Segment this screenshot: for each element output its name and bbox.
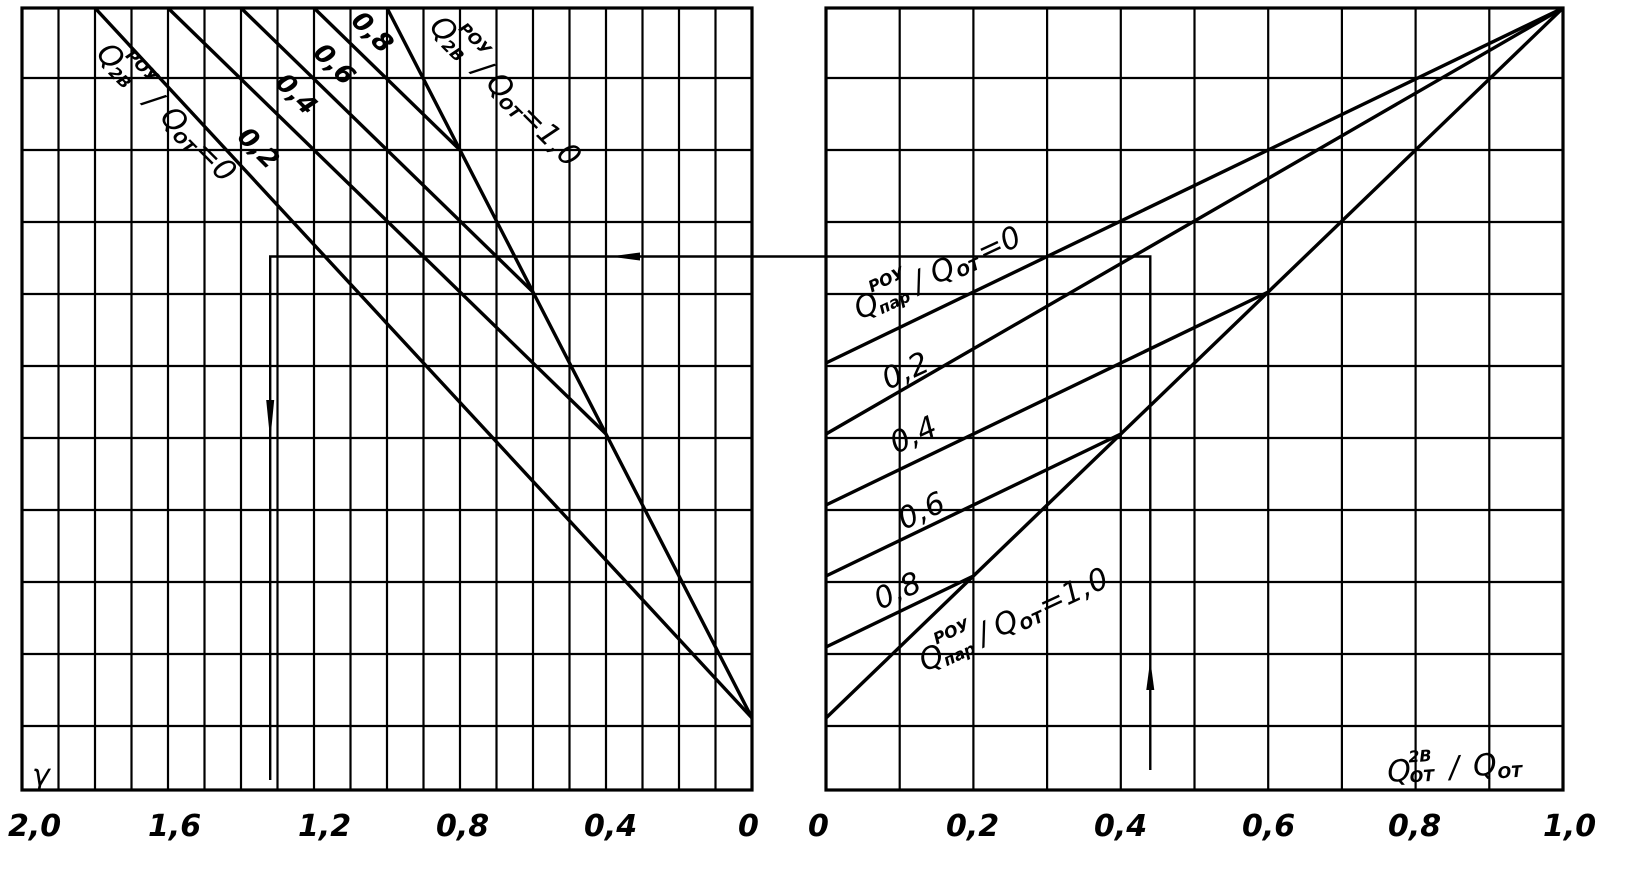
gamma-axis-label: γ	[32, 758, 52, 793]
right-tick-label: 0,6	[1242, 809, 1295, 844]
right-tick-label: 0,2	[946, 809, 999, 844]
left-series-line	[312, 6, 462, 152]
right-series-line	[825, 6, 1564, 365]
right-label-08: 0,8	[869, 565, 927, 617]
x-label-q-sup: 2В	[1408, 746, 1433, 767]
right-series-line	[825, 290, 1269, 507]
right-tick-label: 0,4	[1094, 809, 1147, 844]
left-tick-label: 0	[738, 809, 759, 844]
left-tick-label: 2,0	[8, 809, 61, 844]
left-x-tick-labels: 2,0 1,6 1,2 0,8 0,4 0	[8, 809, 759, 844]
right-label-02: 0,2	[877, 345, 935, 397]
right-label-qpar-1: Q РОУ пар / Q ОТ =1,0	[914, 561, 1114, 679]
left-series-line	[166, 6, 608, 436]
left-series-line	[385, 7, 426, 80]
x-label-q-sub: ОТ	[1409, 766, 1436, 787]
left-label-q2v-1: Q РОУ 2В / Q ОТ =1,0	[422, 9, 587, 174]
label-eq1: =1,0	[1033, 561, 1114, 624]
right-series-line	[825, 574, 975, 649]
left-series-line	[421, 78, 754, 719]
curves	[93, 6, 1565, 720]
left-tick-label: 1,6	[148, 809, 201, 844]
grid	[20, 6, 1565, 792]
right-tick-label: 0,8	[1388, 809, 1441, 844]
left-tick-label: 0,4	[584, 809, 637, 844]
up-arrowhead	[1146, 660, 1155, 690]
right-tick-label: 0	[808, 809, 829, 844]
label-eq0: =0	[972, 219, 1027, 269]
x-label-qot-sub: ОТ	[1497, 762, 1524, 783]
left-tick-label: 0,8	[436, 809, 489, 844]
left-series-line	[239, 6, 535, 294]
right-tick-label: 1,0	[1543, 809, 1596, 844]
left-arrowhead	[610, 252, 640, 261]
example-path-line	[269, 255, 1152, 780]
right-x-axis-label: Q 2В ОТ / Q ОТ	[1386, 746, 1524, 790]
right-panel-frame	[824, 6, 1565, 792]
right-series-line	[825, 432, 1122, 578]
down-arrowhead	[266, 400, 275, 440]
example-path-arrows	[266, 252, 1155, 780]
right-x-tick-labels: 0 0,2 0,4 0,6 0,8 1,0	[808, 809, 1596, 844]
right-series-line	[825, 6, 1564, 436]
x-label-slash: /	[1445, 750, 1463, 786]
right-series-line	[824, 6, 1565, 720]
left-series-line	[93, 6, 754, 720]
right-label-06: 0,6	[893, 485, 951, 537]
x-label-q: Q	[1386, 753, 1412, 790]
left-tick-label: 1,2	[298, 809, 351, 844]
x-label-qot: Q	[1472, 747, 1498, 784]
